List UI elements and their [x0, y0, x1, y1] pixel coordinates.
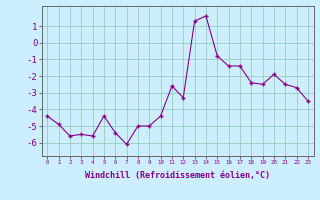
X-axis label: Windchill (Refroidissement éolien,°C): Windchill (Refroidissement éolien,°C): [85, 171, 270, 180]
